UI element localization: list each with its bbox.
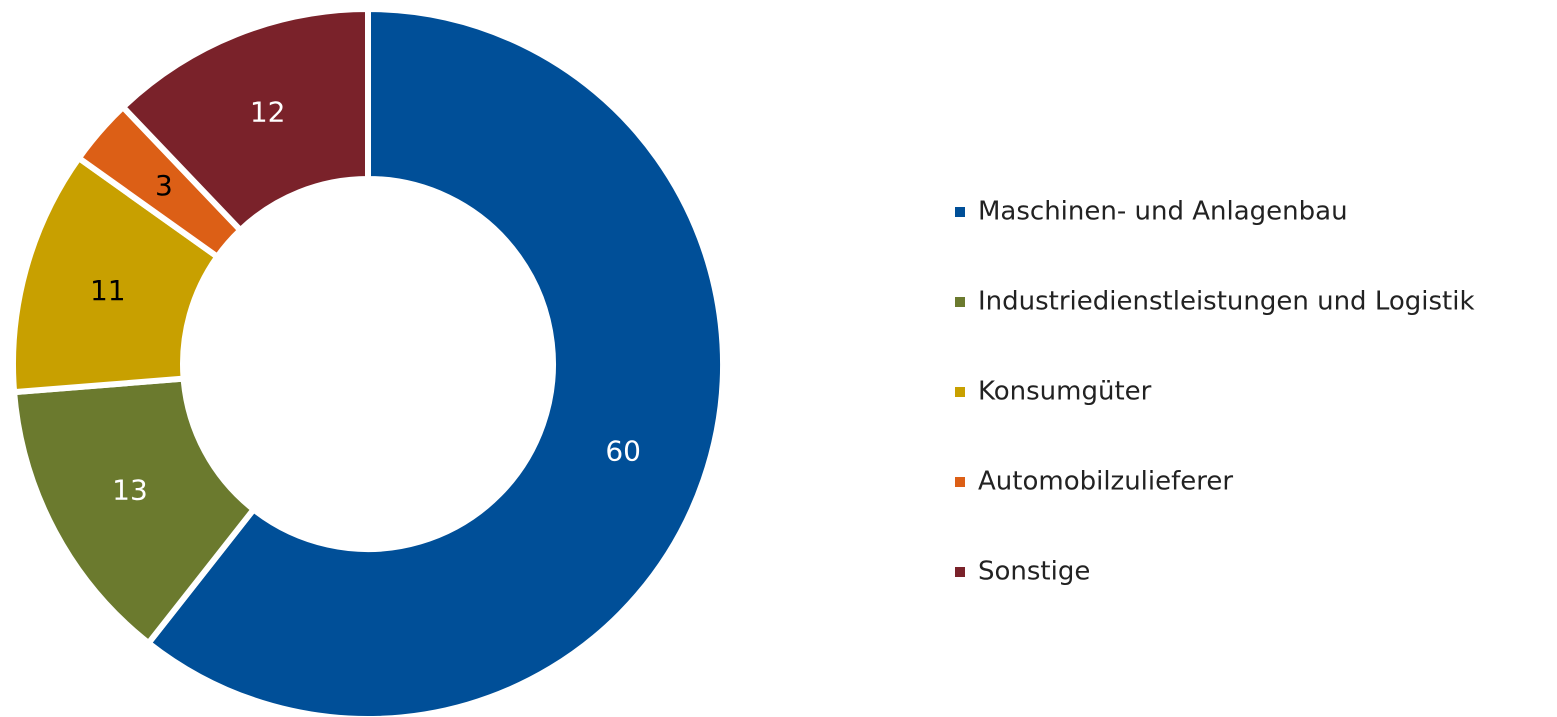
data-label: 3 (155, 169, 173, 202)
legend-label: Maschinen- und Anlagenbau (978, 197, 1348, 227)
data-label: 60 (605, 434, 641, 467)
data-label: 12 (250, 95, 286, 128)
legend-label: Automobilzulieferer (978, 467, 1233, 497)
legend-label: Industriedienstleistungen und Logistik (978, 287, 1475, 317)
legend-label: Sonstige (978, 557, 1090, 587)
donut-slice (144, 5, 726, 717)
legend-swatch (955, 297, 965, 307)
legend-swatch (955, 207, 965, 217)
legend-swatch (955, 387, 965, 397)
legend-swatch (955, 567, 965, 577)
legend-label: Konsumgüter (978, 377, 1152, 407)
data-label: 13 (112, 474, 148, 507)
donut-slice (10, 375, 258, 648)
donut-slice (118, 5, 371, 235)
legend-swatch (955, 477, 965, 487)
data-label: 11 (90, 274, 126, 307)
